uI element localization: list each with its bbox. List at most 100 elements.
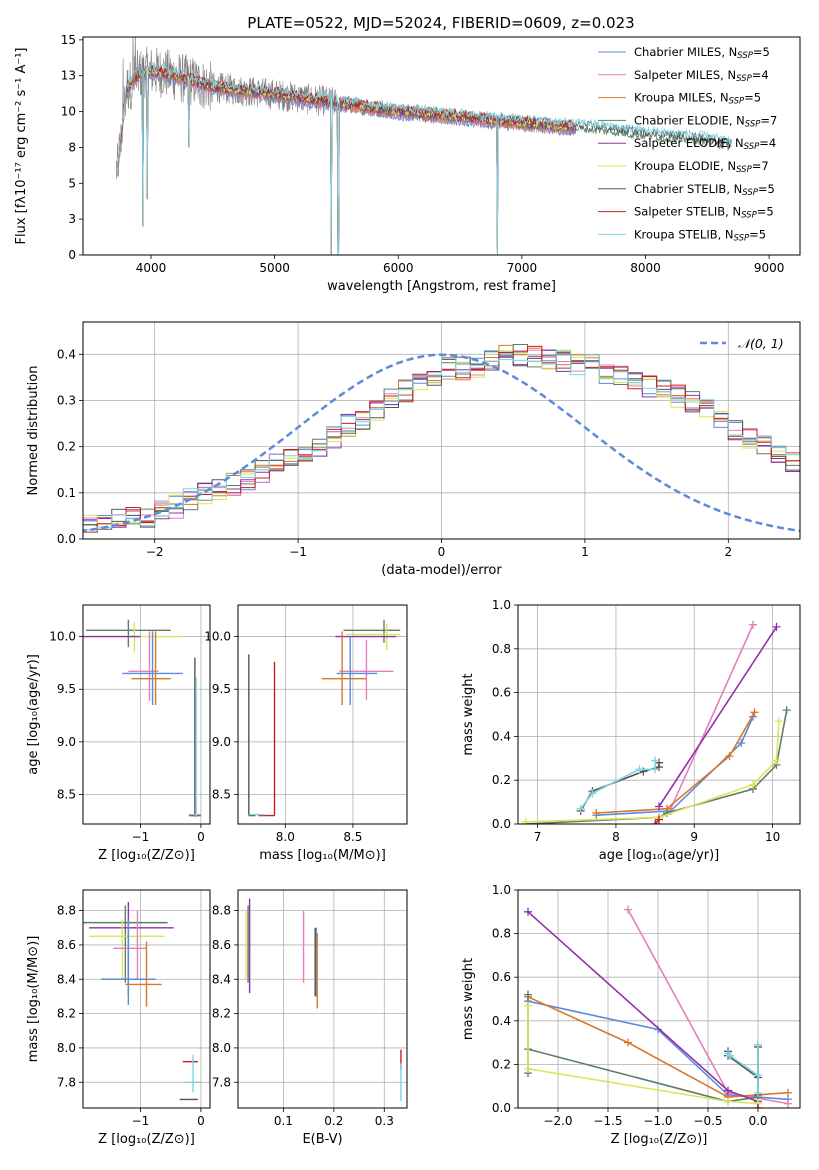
- x-tick-label: 4000: [136, 261, 167, 275]
- x-tick-label: −2.0: [543, 1114, 572, 1128]
- y-tick-label: 7.8: [57, 1075, 76, 1089]
- x-tick-label: 1: [581, 545, 589, 559]
- data-point-marker: [784, 1099, 792, 1108]
- x-tick-label: 0.1: [274, 1114, 293, 1128]
- x-tick-label: 9: [690, 830, 698, 844]
- x-tick-label: −1.5: [593, 1114, 622, 1128]
- x-tick-label: 8: [612, 830, 620, 844]
- data-point-marker: [725, 752, 734, 761]
- legend-label: 𝒩(0, 1): [738, 336, 784, 351]
- x-tick-label: 9000: [754, 261, 785, 275]
- legend-label-sub: SSP: [741, 211, 757, 221]
- figure-title: PLATE=0522, MJD=52024, FIBERID=0609, z=0…: [247, 14, 634, 32]
- legend-label-suffix: =5: [758, 182, 775, 196]
- data-point-marker: [724, 1086, 732, 1095]
- plot-area: [524, 905, 792, 1108]
- y-tick-label: 8.8: [212, 904, 231, 918]
- y-tick-label: 1.0: [492, 883, 511, 897]
- y-tick-label: 0.3: [57, 393, 76, 407]
- x-axis-label: mass [log₁₀(M/M⊙)]: [259, 848, 386, 863]
- normal-reference-curve: [83, 353, 800, 533]
- y-tick-label: 9.0: [212, 735, 231, 749]
- y-tick-label: 0.2: [492, 773, 511, 787]
- y-tick-label: 8.2: [57, 1007, 76, 1021]
- model-spectrum-line: [117, 68, 577, 255]
- y-tick-label: 0.2: [492, 1057, 511, 1071]
- x-tick-label: 8.0: [276, 830, 295, 844]
- data-point-marker: [754, 1071, 762, 1080]
- data-point-marker: [524, 907, 532, 916]
- weight-line-series-2: [596, 711, 756, 814]
- x-tick-label: 8.5: [343, 830, 362, 844]
- y-tick-label: 10: [61, 105, 76, 119]
- data-point-marker: [651, 765, 660, 774]
- data-point-marker: [737, 738, 746, 747]
- x-tick-label: 0: [197, 830, 205, 844]
- data-point-marker: [726, 1051, 734, 1060]
- legend-label-suffix: =5: [757, 205, 774, 219]
- data-point-marker: [772, 622, 781, 631]
- x-axis-label: E(B-V): [302, 1132, 342, 1147]
- data-point-marker: [651, 756, 660, 765]
- legend-label-name: Salpeter STELIB, N: [634, 205, 741, 219]
- data-point-marker: [782, 706, 791, 715]
- data-point-marker: [635, 765, 644, 774]
- y-tick-label: 0.6: [492, 970, 511, 984]
- y-axis-label: age [log₁₀(age/yr)]: [26, 654, 41, 775]
- panel-mass-vs-Z: −1 0 7.8 8.0 8.2 8.4 8.6 8.8 Z [log₁₀(Z/Z⊙)] mass…: [26, 889, 211, 1147]
- axes-frame: [517, 604, 801, 825]
- y-tick-label: 10.0: [49, 630, 76, 644]
- x-tick-label: 7: [534, 830, 542, 844]
- weight-line-series-4: [658, 626, 778, 807]
- x-tick-label: 5000: [259, 261, 290, 275]
- data-point-marker: [749, 780, 757, 789]
- legend-label-suffix: =7: [760, 113, 777, 127]
- data-point-marker: [624, 905, 632, 914]
- y-tick-label: 0.1: [57, 486, 76, 500]
- x-tick-label: −0.5: [693, 1114, 722, 1128]
- legend-label: Salpeter MILES, NSSP=4: [634, 68, 769, 84]
- x-axis-label: wavelength [Angstrom, rest frame]: [327, 279, 556, 294]
- data-point-marker: [592, 809, 601, 818]
- y-tick-label: 15: [61, 33, 76, 47]
- y-tick-label: 9.5: [212, 682, 231, 696]
- data-point-marker: [754, 1040, 762, 1049]
- axes-frame: [237, 604, 408, 825]
- plot-area: [83, 902, 201, 1101]
- y-tick-label: 3: [68, 212, 76, 226]
- y-axis-label: mass [log₁₀(M/M⊙)]: [26, 936, 41, 1063]
- x-axis-label: (data-model)/error: [381, 563, 502, 578]
- panel-weight-vs-age: 7 8 9 10 0.0 0.2 0.4 0.6 0.8 1.0 age [log₁₀(age/yr…: [461, 598, 801, 863]
- x-tick-label: 8000: [630, 261, 661, 275]
- plot-area: [83, 344, 800, 533]
- legend-label-name: Chabrier MILES, N: [634, 45, 737, 59]
- legend-label: Salpeter ELODIE, NSSP=4: [634, 136, 776, 152]
- x-tick-label: 0.2: [324, 1114, 343, 1128]
- y-tick-label: 0.6: [492, 686, 511, 700]
- y-tick-label: 0.8: [492, 927, 511, 941]
- model-spectrum-line: [117, 67, 577, 255]
- y-tick-label: 8.5: [57, 788, 76, 802]
- y-tick-label: 0.4: [57, 347, 76, 361]
- x-axis-label: age [log₁₀(age/yr)]: [599, 848, 720, 863]
- legend-label-sub: SSP: [744, 142, 760, 152]
- x-tick-label: 0: [197, 1114, 205, 1128]
- data-point-marker: [576, 804, 585, 813]
- axes-frame: [82, 321, 801, 540]
- x-tick-label: −1: [289, 545, 307, 559]
- data-point-marker: [655, 815, 663, 824]
- y-tick-label: 9.5: [57, 682, 76, 696]
- x-tick-label: 0: [438, 545, 446, 559]
- y-tick-label: 8.6: [212, 938, 231, 952]
- x-tick-label: −2: [146, 545, 164, 559]
- legend-label: Kroupa MILES, NSSP=5: [634, 91, 761, 107]
- data-point-marker: [772, 756, 781, 765]
- legend-label-name: Kroupa ELODIE, N: [634, 159, 736, 173]
- panel-mass-vs-EBV: 0.1 0.2 0.3 7.8 8.0 8.2 8.4 8.6 8.8 E(B-V): [212, 889, 408, 1147]
- weight-line-series-4: [527, 911, 759, 1103]
- data-point-marker: [724, 1097, 732, 1106]
- axes-frame: [82, 604, 211, 825]
- legend-label: Kroupa STELIB, NSSP=5: [634, 227, 766, 243]
- legend-label: Kroupa ELODIE, NSSP=7: [634, 159, 769, 175]
